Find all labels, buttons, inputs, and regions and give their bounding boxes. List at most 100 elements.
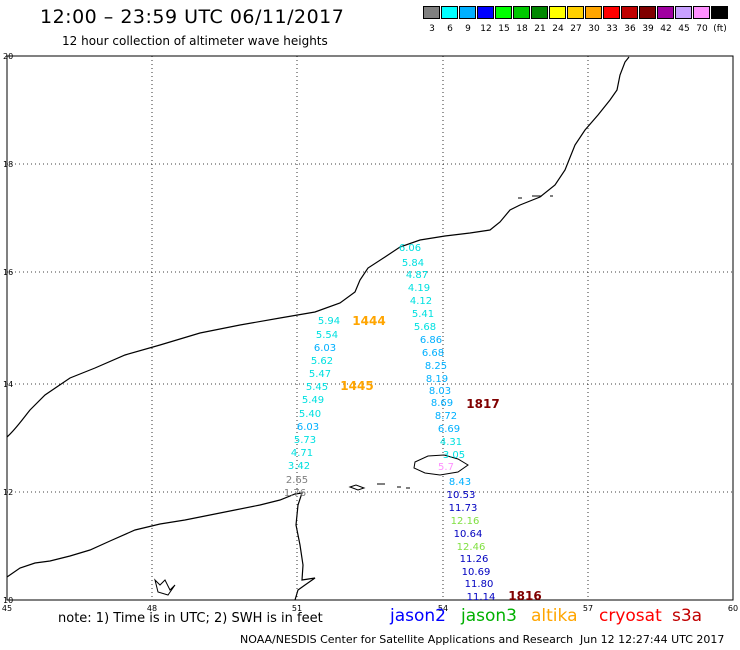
swh-value: 5.84 [402, 258, 424, 269]
small-islands [348, 195, 553, 491]
legend-label: 70 [696, 24, 708, 34]
legend-swatch [477, 6, 494, 19]
swh-value: 4.31 [440, 437, 462, 448]
swh-value: 11.73 [449, 503, 478, 514]
swh-value: 5.94 [318, 316, 340, 327]
swh-value: 12.46 [457, 542, 486, 553]
swh-value: 5.54 [316, 330, 338, 341]
legend-label: 15 [498, 24, 510, 34]
swh-value: 3.05 [443, 450, 465, 461]
swh-value: 2.65 [286, 475, 308, 486]
legend-label: 36 [624, 24, 636, 34]
legend-label: 6 [447, 24, 453, 34]
latitude-label: 18 [3, 160, 13, 169]
islands-west [154, 578, 176, 596]
legend-label: 3 [429, 24, 435, 34]
legend-swatch [441, 6, 458, 19]
swh-value: 8.03 [429, 386, 451, 397]
map-title: 12:00 – 23:59 UTC 06/11/2017 [40, 6, 345, 28]
legend-swatch [585, 6, 602, 19]
footnote: note: 1) Time is in UTC; 2) SWH is in fe… [58, 611, 323, 626]
legend-swatch [657, 6, 674, 19]
satellite-name: jason2 [390, 606, 446, 626]
swh-value: 11.80 [465, 579, 494, 590]
latitude-label: 16 [3, 268, 13, 277]
swh-value: 5.7 [438, 462, 454, 473]
swh-value: 6.86 [420, 335, 442, 346]
legend-swatch [711, 6, 728, 19]
legend-swatch [549, 6, 566, 19]
legend-swatch [513, 6, 530, 19]
swh-value: 6.06 [399, 243, 421, 254]
pass-time: 1817 [466, 397, 499, 411]
swh-value: 4.71 [291, 448, 313, 459]
swh-value: 6.03 [314, 343, 336, 354]
latitude-label: 12 [3, 488, 13, 497]
legend-label: 24 [552, 24, 564, 34]
swh-value: 8.19 [426, 374, 448, 385]
swh-value: 5.40 [299, 409, 321, 420]
swh-value: 4.12 [410, 296, 432, 307]
somalia-coastline [6, 492, 316, 601]
longitude-label: 54 [438, 604, 448, 613]
legend-swatch [675, 6, 692, 19]
pass-time-labels: 1444 1445 1817 1816 [340, 314, 541, 603]
swh-value: 4.87 [406, 270, 428, 281]
pass-time: 1816 [508, 589, 541, 603]
timestamp: Jun 12 12:27:44 UTC 2017 [580, 633, 725, 646]
latitude-label: 20 [3, 52, 13, 61]
map-frame [6, 55, 734, 601]
legend-swatch [693, 6, 710, 19]
swh-value: 5.47 [309, 369, 331, 380]
swh-value: 8.72 [435, 411, 457, 422]
swh-value: 5.73 [294, 435, 316, 446]
swh-value: 5.62 [311, 356, 333, 367]
satellite-name: s3a [672, 606, 703, 626]
legend-label: 9 [465, 24, 471, 34]
swh-value: 11.14 [467, 592, 496, 603]
legend-label: 42 [660, 24, 672, 34]
swh-value: 8.43 [449, 477, 471, 488]
satellite-name: jason3 [461, 606, 517, 626]
swh-value: 1.76 [284, 488, 306, 499]
swh-value: 6.03 [297, 422, 319, 433]
swh-value: 4.19 [408, 283, 430, 294]
legend-swatch [567, 6, 584, 19]
socotra-island [413, 454, 469, 476]
swh-value: 10.64 [454, 529, 483, 540]
latitude-label: 14 [3, 380, 13, 389]
legend-swatch [459, 6, 476, 19]
legend-swatch [621, 6, 638, 19]
legend-label: 39 [642, 24, 654, 34]
longitude-label: 51 [292, 604, 302, 613]
longitude-label: 57 [583, 604, 593, 613]
legend-label: 12 [480, 24, 492, 34]
swh-value: 10.69 [462, 567, 491, 578]
legend-label: 33 [606, 24, 618, 34]
arabian-coastline [6, 56, 630, 438]
legend-swatch [495, 6, 512, 19]
longitude-label: 45 [2, 604, 12, 613]
legend-label: (ft) [713, 24, 727, 34]
swh-labels: 6.06 5.844.87 4.19 4.12 5.41 5.68 6.86 6.68 8.25… [284, 243, 495, 603]
swh-value: 6.68 [422, 348, 444, 359]
legend-swatch [639, 6, 656, 19]
map-subtitle: 12 hour collection of altimeter wave hei… [62, 34, 328, 48]
swh-value: 6.69 [438, 424, 460, 435]
swh-value: 8.69 [431, 398, 453, 409]
swh-value: 5.41 [412, 309, 434, 320]
swh-value: 10.53 [447, 490, 476, 501]
swh-value: 11.26 [460, 554, 489, 565]
swh-value: 5.49 [302, 395, 324, 406]
legend-swatch [531, 6, 548, 19]
credit-line: NOAA/NESDIS Center for Satellite Applica… [240, 633, 574, 646]
swh-value: 3.42 [288, 461, 310, 472]
longitude-label: 48 [147, 604, 157, 613]
satellite-name: altika [531, 606, 578, 626]
swh-value: 5.45 [306, 382, 328, 393]
legend-label: 27 [570, 24, 582, 34]
swh-value: 12.16 [451, 516, 480, 527]
swh-value: 5.68 [414, 322, 436, 333]
